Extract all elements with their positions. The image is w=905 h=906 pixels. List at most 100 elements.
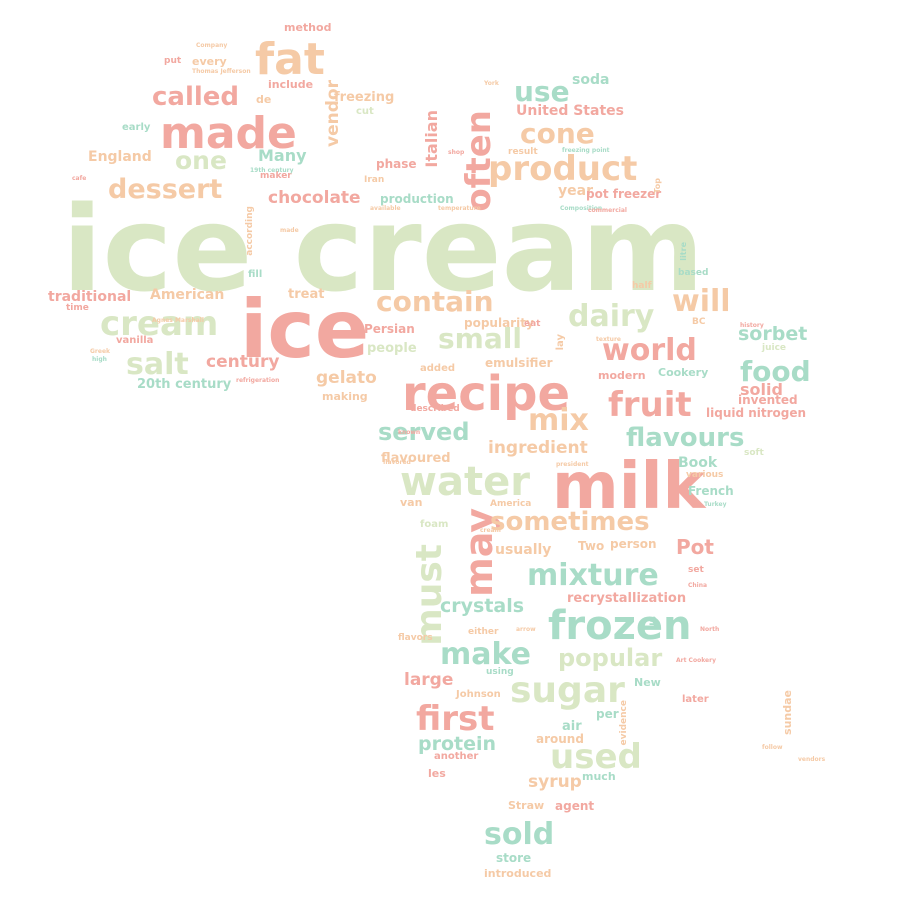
word-119: Iran xyxy=(364,175,385,185)
word-124: Top xyxy=(653,178,662,194)
word-4: fat xyxy=(255,34,325,85)
word-131: president xyxy=(556,461,589,468)
word-111: flavors xyxy=(398,633,433,643)
word-116: various xyxy=(686,470,724,480)
word-42: ingredient xyxy=(488,438,588,458)
word-102: based xyxy=(678,268,709,278)
word-34: used xyxy=(550,737,642,777)
word-83: vanilla xyxy=(116,335,154,346)
word-29: flavours xyxy=(626,423,745,453)
word-77: introduced xyxy=(484,867,552,880)
word-123: evidence xyxy=(619,700,629,746)
word-118: maker xyxy=(260,171,292,181)
word-115: soft xyxy=(744,448,764,458)
word-27: mix xyxy=(528,403,589,438)
word-26: will xyxy=(672,284,731,319)
word-140: Turkey xyxy=(704,501,727,508)
word-113: fill xyxy=(248,269,263,280)
word-156: made xyxy=(280,227,299,234)
word-78: method xyxy=(284,21,332,34)
word-95: much xyxy=(582,770,616,783)
word-24: small xyxy=(438,322,522,355)
word-136: commercial xyxy=(588,207,627,214)
word-48: Pot xyxy=(676,535,714,559)
word-134: temperature xyxy=(438,205,481,212)
word-12: mixture xyxy=(527,558,659,593)
word-137: history xyxy=(740,322,764,329)
word-80: include xyxy=(268,78,314,91)
word-58: 20th century xyxy=(137,377,232,392)
word-6: recipe xyxy=(402,366,571,422)
word-8: product xyxy=(488,149,638,189)
word-17: dessert xyxy=(108,174,223,205)
word-9: called xyxy=(152,82,240,112)
word-154: known xyxy=(398,429,421,436)
word-53: Many xyxy=(258,146,307,165)
word-141: North xyxy=(700,626,720,633)
word-88: Two xyxy=(578,539,605,553)
word-106: described xyxy=(410,404,460,414)
word-81: production xyxy=(380,192,454,206)
word-130: shop xyxy=(448,149,465,156)
word-135: freezing point xyxy=(562,147,610,154)
word-59: liquid nitrogen xyxy=(706,406,807,420)
word-64: popularity xyxy=(464,316,534,330)
word-2: milk xyxy=(552,450,706,524)
word-35: sold xyxy=(484,817,555,852)
word-92: per xyxy=(596,707,619,721)
word-43: crystals xyxy=(440,595,525,617)
word-89: New xyxy=(634,676,661,689)
word-105: added xyxy=(420,363,456,374)
word-151: cream xyxy=(480,527,501,534)
word-79: every xyxy=(192,55,227,68)
word-65: emulsifier xyxy=(485,356,553,370)
word-39: gelato xyxy=(316,368,377,388)
word-93: les xyxy=(428,767,446,780)
word-44: protein xyxy=(418,733,497,755)
word-147: flavored xyxy=(383,459,411,466)
word-85: Cookery xyxy=(658,366,709,379)
word-3: made xyxy=(160,108,297,159)
word-108: foam xyxy=(420,519,449,530)
word-18: one xyxy=(175,146,227,175)
word-62: people xyxy=(367,341,417,356)
word-153: available xyxy=(370,205,401,212)
word-70: Book xyxy=(678,455,718,471)
word-139: arrow xyxy=(516,626,536,633)
word-144: Greek xyxy=(90,348,111,355)
word-37: chocolate xyxy=(268,188,361,208)
word-110: either xyxy=(468,627,499,637)
word-122: America xyxy=(490,499,532,509)
word-143: Art Cookery xyxy=(676,657,716,664)
word-10: frozen xyxy=(548,603,692,649)
word-45: sorbet xyxy=(738,323,808,345)
word-125: litre xyxy=(679,242,688,261)
word-73: around xyxy=(536,732,584,746)
word-52: usually xyxy=(495,542,552,558)
word-91: sundae xyxy=(781,690,794,735)
word-150: cafe xyxy=(72,175,87,182)
word-138: texture xyxy=(596,336,621,343)
word-66: flavoured xyxy=(381,451,451,466)
word-152: 19th century xyxy=(250,167,294,174)
word-74: agent xyxy=(555,799,595,813)
word-5: cream xyxy=(100,304,219,344)
word-55: year xyxy=(558,183,593,199)
word-19: cone xyxy=(520,117,595,150)
word-16: contain xyxy=(376,285,494,318)
word-84: making xyxy=(322,390,368,403)
word-47: large xyxy=(404,670,454,690)
word-117: juice xyxy=(762,343,787,353)
word-126: lay xyxy=(555,334,566,351)
word-100: put xyxy=(164,56,182,66)
word-94: another xyxy=(434,751,479,762)
word-109: set xyxy=(688,565,704,575)
word-51: recrystallization xyxy=(567,591,687,606)
word-11: sugar xyxy=(510,670,625,711)
word-104: eat xyxy=(524,319,541,329)
word-30: served xyxy=(378,418,470,446)
word-120: BC xyxy=(692,317,706,327)
word-72: air xyxy=(562,719,582,734)
word-57: American xyxy=(150,287,225,303)
word-23: often xyxy=(459,110,499,212)
